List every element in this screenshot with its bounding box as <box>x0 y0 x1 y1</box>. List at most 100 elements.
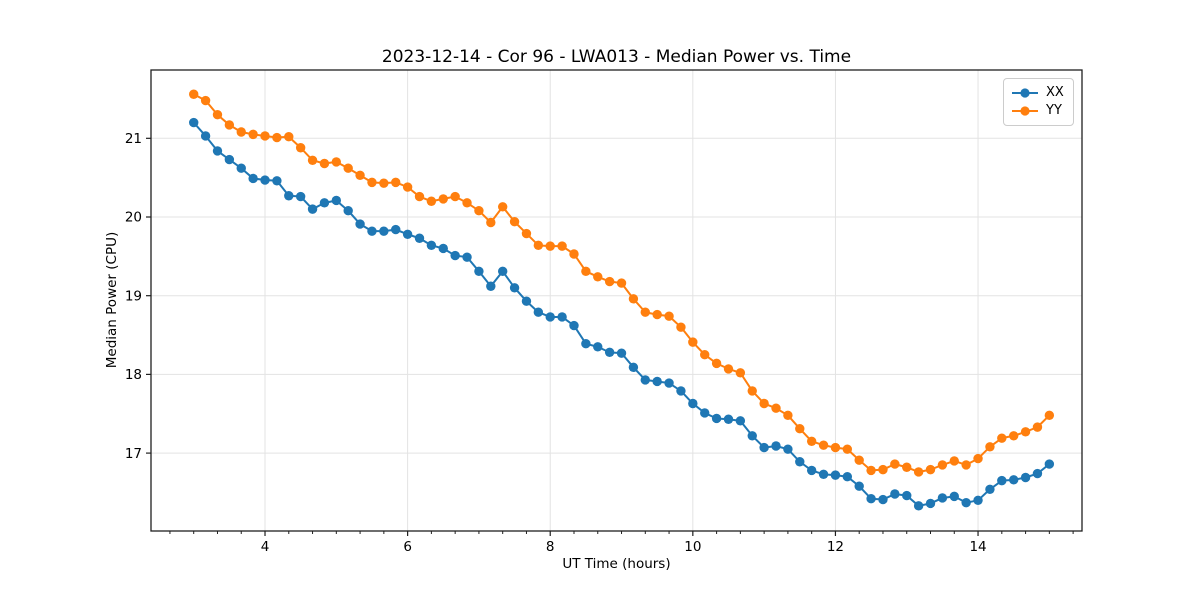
data-point-yy <box>307 155 318 166</box>
data-point-xx <box>402 229 413 240</box>
data-point-xx <box>533 307 544 317</box>
data-point-xx <box>973 495 983 506</box>
data-point-yy <box>604 276 615 287</box>
data-point-yy <box>640 307 650 317</box>
plot-frame <box>150 69 1083 532</box>
data-point-xx <box>545 312 555 322</box>
data-point-xx <box>937 493 948 503</box>
data-point-xx <box>189 117 199 128</box>
data-point-xx <box>200 131 211 141</box>
data-point-xx <box>355 219 365 229</box>
data-point-yy <box>997 433 1007 443</box>
data-point-yy <box>1032 422 1043 432</box>
data-point-yy <box>902 462 912 472</box>
data-point-xx <box>771 441 781 451</box>
data-point-yy <box>628 294 639 304</box>
data-point-yy <box>925 464 936 475</box>
data-point-xx <box>426 240 437 251</box>
data-point-yy <box>343 163 353 173</box>
data-point-xx <box>319 198 330 208</box>
data-point-yy <box>569 249 579 259</box>
data-point-yy <box>735 368 746 378</box>
data-point-xx <box>1044 459 1055 469</box>
data-point-yy <box>521 228 532 239</box>
data-point-xx <box>379 226 389 236</box>
data-point-xx <box>878 494 888 505</box>
data-point-xx <box>902 490 912 501</box>
data-point-xx <box>438 243 448 254</box>
data-point-xx <box>295 191 306 202</box>
data-point-yy <box>616 278 627 288</box>
data-point-yy <box>533 240 544 251</box>
x-tick-label: 6 <box>403 539 412 555</box>
data-point-yy <box>379 178 389 188</box>
data-point-yy <box>545 241 555 251</box>
data-point-xx <box>248 173 258 184</box>
data-point-xx <box>759 442 769 453</box>
series-line-xx <box>192 121 1050 507</box>
x-tick-label: 4 <box>261 539 270 555</box>
data-point-yy <box>890 459 900 469</box>
data-point-yy <box>759 398 769 409</box>
data-point-xx <box>747 431 757 441</box>
data-point-yy <box>557 241 567 251</box>
data-point-yy <box>212 110 223 120</box>
data-point-xx <box>593 342 603 352</box>
data-point-yy <box>842 444 853 454</box>
x-tick-label: 8 <box>546 539 555 555</box>
data-point-xx <box>497 266 508 276</box>
data-point-yy <box>450 191 460 202</box>
data-point-xx <box>700 408 710 418</box>
x-tick-label: 12 <box>827 539 844 555</box>
data-point-yy <box>747 386 757 396</box>
data-point-yy <box>224 120 235 130</box>
data-point-yy <box>200 95 211 106</box>
data-point-xx <box>557 312 567 322</box>
data-point-xx <box>688 398 698 409</box>
y-tick-label: 20 <box>125 210 142 226</box>
data-point-yy <box>806 436 817 446</box>
data-point-xx <box>272 176 282 186</box>
data-point-yy <box>652 309 662 320</box>
x-tick-label: 10 <box>684 539 701 555</box>
data-point-yy <box>1020 427 1031 437</box>
data-point-yy <box>985 442 995 452</box>
data-point-yy <box>830 442 841 453</box>
data-point-xx <box>224 154 235 165</box>
data-point-yy <box>937 460 948 470</box>
data-point-xx <box>961 497 971 508</box>
data-point-xx <box>260 175 270 185</box>
data-point-yy <box>272 132 282 143</box>
data-point-yy <box>402 182 413 192</box>
data-point-xx <box>890 489 900 499</box>
data-point-xx <box>1008 475 1019 485</box>
data-point-yy <box>676 322 686 332</box>
data-point-yy <box>355 170 365 180</box>
data-point-yy <box>189 89 199 99</box>
data-point-xx <box>676 386 686 396</box>
data-point-xx <box>806 465 817 476</box>
data-point-yy <box>284 132 294 142</box>
data-point-xx <box>997 475 1007 486</box>
legend-item-xx: XX <box>1011 84 1065 102</box>
x-tick-label: 14 <box>969 539 986 555</box>
data-point-xx <box>616 348 627 358</box>
data-point-xx <box>925 498 936 509</box>
data-point-xx <box>818 469 829 480</box>
data-point-xx <box>723 414 734 424</box>
y-tick-label: 18 <box>125 367 142 383</box>
data-point-yy <box>414 191 425 202</box>
data-point-xx <box>343 206 353 216</box>
data-point-yy <box>664 311 674 321</box>
legend-label-xx: XX <box>1046 85 1064 100</box>
y-tick-label: 19 <box>125 288 142 304</box>
data-point-yy <box>700 350 710 360</box>
data-point-yy <box>1008 431 1019 441</box>
data-point-yy <box>497 202 508 212</box>
data-point-yy <box>295 143 306 153</box>
data-point-yy <box>949 456 959 466</box>
data-point-yy <box>818 440 829 450</box>
data-point-yy <box>688 337 698 347</box>
data-point-yy <box>581 266 591 276</box>
